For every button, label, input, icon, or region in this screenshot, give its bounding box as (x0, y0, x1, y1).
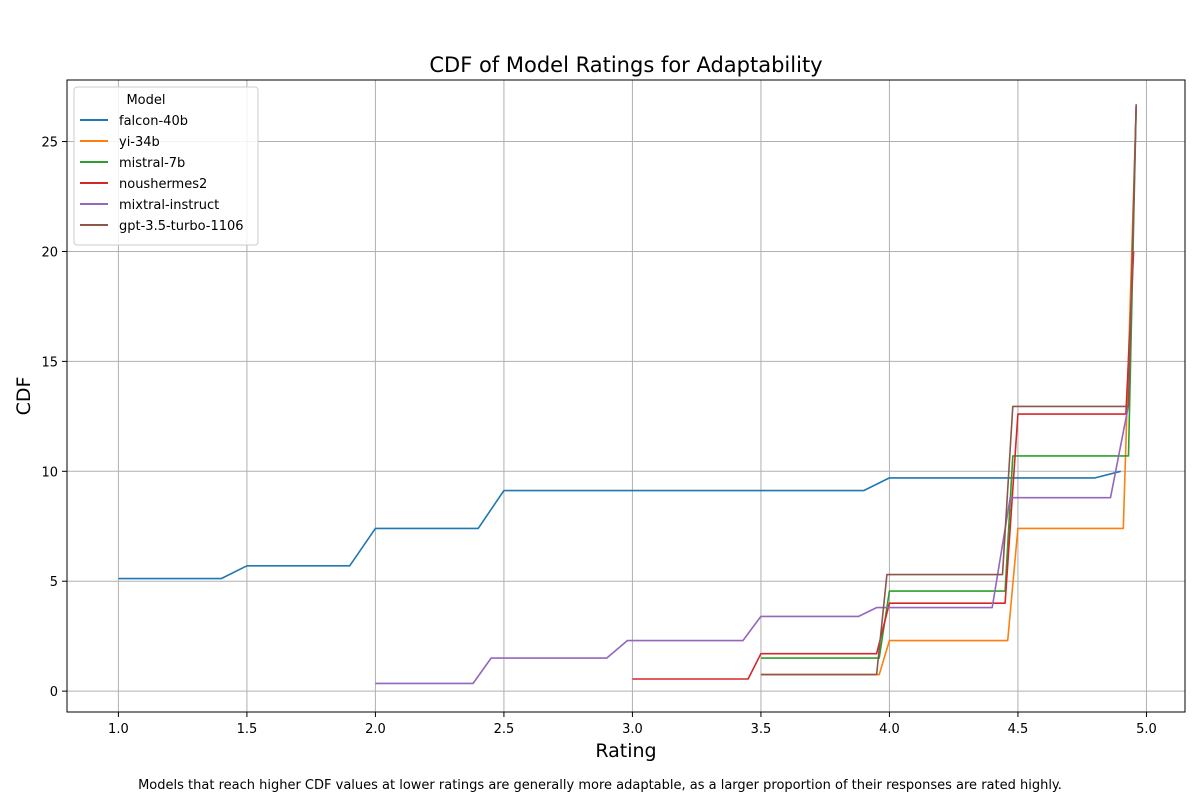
y-tick-label: 15 (41, 355, 58, 370)
series-line-noushermes2 (632, 251, 1135, 680)
chart-title: CDF of Model Ratings for Adaptability (429, 53, 822, 77)
x-tick-label: 1.5 (237, 722, 258, 737)
x-tick-label: 2.0 (365, 722, 386, 737)
legend-entry-label: gpt-3.5-turbo-1106 (119, 219, 244, 234)
x-tick-label: 5.0 (1136, 722, 1157, 737)
series-line-yi-34b (760, 106, 1137, 676)
x-tick-label: 2.5 (494, 722, 515, 737)
x-tick-label: 1.0 (108, 722, 129, 737)
x-tick-label: 4.5 (1008, 722, 1029, 737)
x-tick-label: 3.5 (751, 722, 772, 737)
y-tick-label: 25 (41, 136, 58, 151)
legend-entry-label: noushermes2 (119, 177, 207, 192)
x-axis-label: Rating (595, 740, 656, 762)
legend-entry-label: mixtral-instruct (119, 198, 219, 213)
y-axis-label: CDF (13, 377, 35, 416)
x-tick-label: 3.0 (622, 722, 643, 737)
y-tick-label: 5 (50, 575, 58, 590)
series-line-gpt-3.5-turbo-1106 (760, 104, 1137, 676)
legend-title: Model (126, 93, 165, 108)
figure-caption: Models that reach higher CDF values at l… (138, 778, 1062, 793)
legend-entry-label: falcon-40b (119, 114, 188, 129)
legend-entry-label: mistral-7b (119, 156, 185, 171)
axis-ticks: 1.0 1.5 2.0 2.5 3.0 3.5 4.0 4.5 5.0 0 5 10 15 20 25 (41, 136, 1156, 737)
series-line-mixtral-instruct (375, 106, 1137, 685)
series-line-mistral-7b (760, 106, 1137, 659)
y-tick-label: 20 (41, 245, 58, 260)
y-tick-label: 10 (41, 465, 58, 480)
series-line-falcon-40b (118, 470, 1121, 580)
legend-entry-label: yi-34b (119, 135, 160, 150)
legend-box (73, 86, 259, 246)
plot-frame (66, 79, 1186, 713)
x-tick-label: 4.0 (879, 722, 900, 737)
legend: Model falcon-40b yi-34b mistral-7b nousherme… (73, 86, 259, 246)
series-lines (118, 104, 1137, 685)
y-tick-label: 0 (50, 685, 58, 700)
